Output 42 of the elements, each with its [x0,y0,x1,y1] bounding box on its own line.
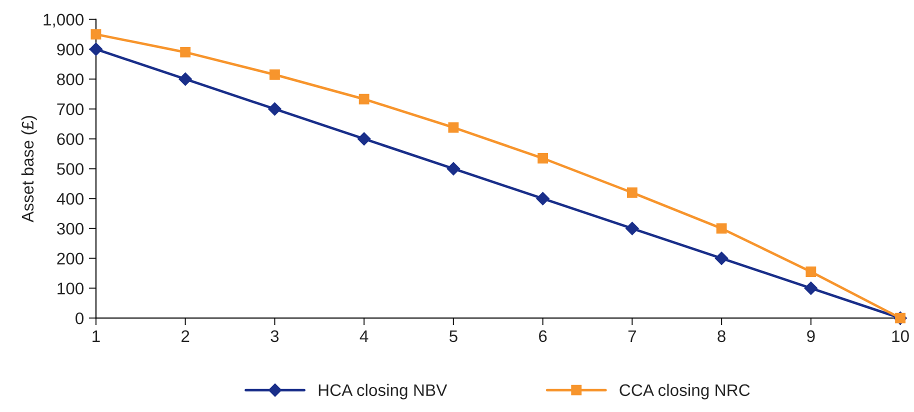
point [180,47,191,58]
x-tick-label: 5 [449,330,458,342]
y-tick-label: 800 [57,74,84,86]
y-tick-label: 400 [56,192,84,205]
point [626,222,639,236]
legend-label: CCA closing NRC [620,384,750,400]
y-tick-label: 900 [57,44,84,56]
x-tick-label: 2 [182,330,190,342]
y-tick-label: 0 [76,312,84,324]
point [358,94,370,104]
point [270,69,280,80]
x-tick-label: 3 [270,330,279,342]
point [804,282,818,295]
x-tick-label: 8 [718,330,726,342]
point [716,223,727,234]
x-tick-label: 1 [92,330,100,342]
point [626,187,638,198]
point [268,102,282,116]
y-tick-label: 1,000 [44,14,84,28]
point [538,153,548,164]
point [536,192,550,206]
point [89,42,103,56]
x-tick-label: 7 [628,330,636,342]
y-axis-title: Asset base (£) [21,116,37,222]
legend-label: HCA closing NBV [318,384,448,400]
point [448,122,459,133]
x-tick-label: 6 [539,330,547,342]
x-tick-label: 4 [360,330,368,342]
x-tick-label: 10 [892,330,909,342]
y-tick-label: 200 [57,252,84,265]
point [806,266,816,277]
point [446,162,460,176]
point [714,252,728,265]
y-tick-label: 300 [56,222,84,235]
y-tick-label: 500 [57,163,84,175]
point [357,132,371,146]
y-tick-label: 700 [57,103,84,116]
y-tick-label: 100 [58,282,84,294]
point [90,29,102,40]
point [178,72,192,86]
y-tick-label: 600 [57,133,84,146]
x-tick-label: 9 [807,330,815,342]
